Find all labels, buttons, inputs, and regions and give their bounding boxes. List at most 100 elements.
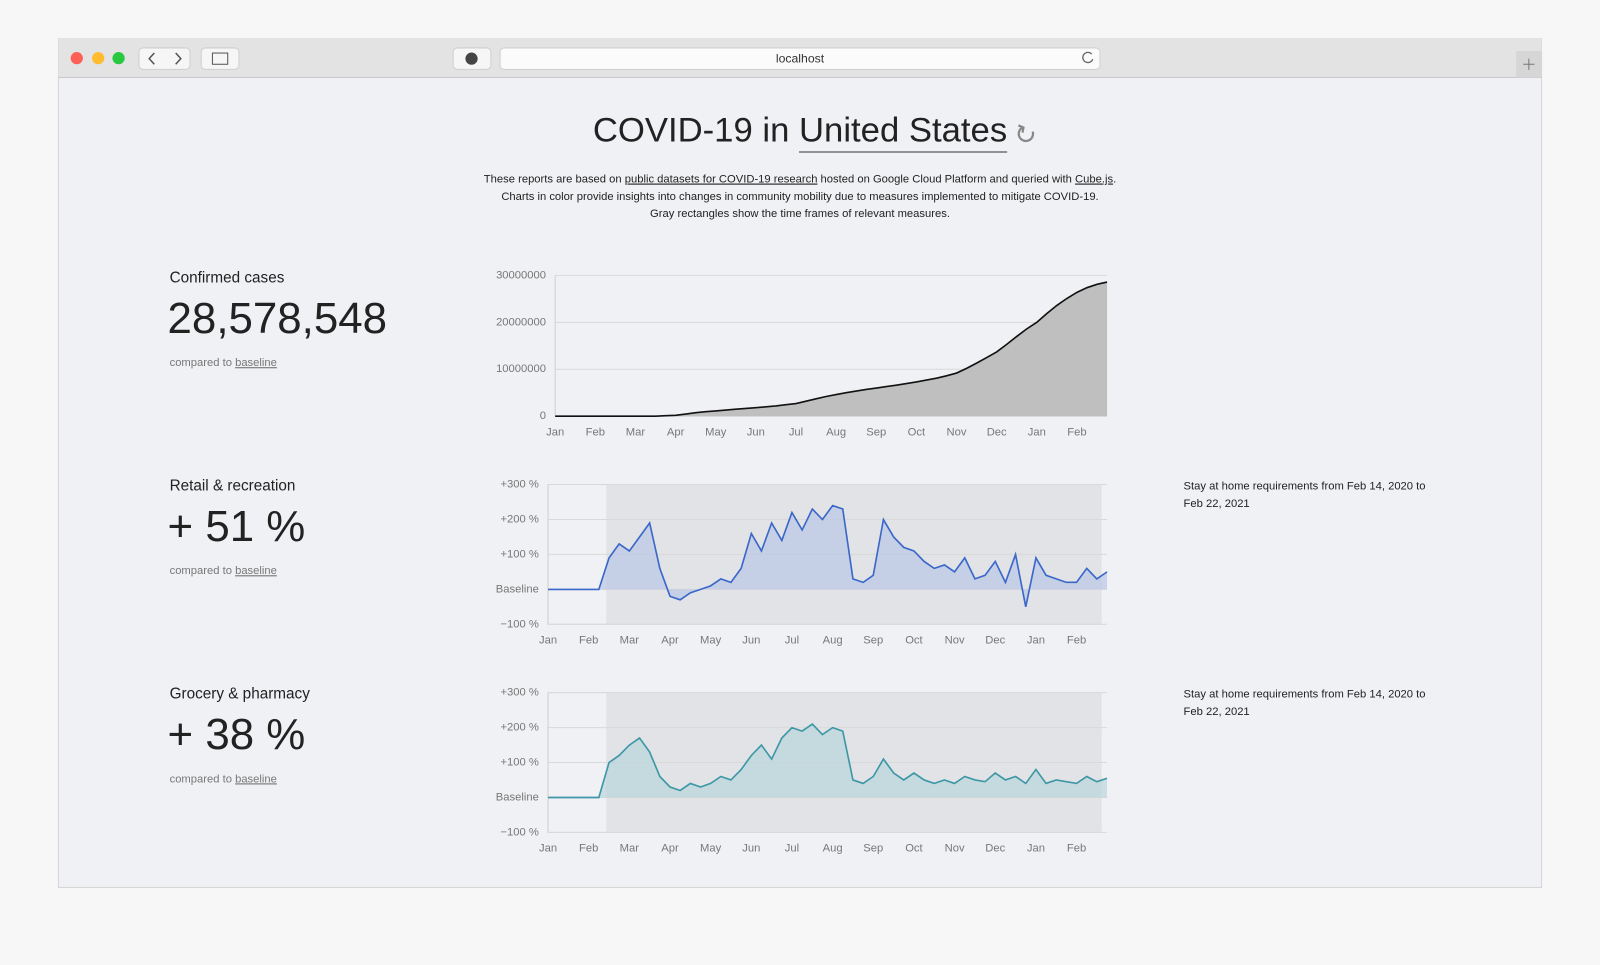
y-tick-label: +200 % [500, 513, 538, 525]
panel-label: Grocery & pharmacy [170, 686, 311, 703]
measure-note: Stay at home requirements from Feb 14, 2… [1184, 481, 1426, 493]
sidebar-button[interactable] [200, 47, 240, 70]
y-tick-label: 20000000 [496, 316, 546, 328]
nav-arrows [148, 52, 182, 65]
measure-note: Feb 22, 2021 [1184, 498, 1250, 510]
baseline-link[interactable]: baseline [235, 357, 277, 369]
reload-icon[interactable] [1082, 51, 1094, 64]
y-tick-label: +300 % [500, 687, 538, 699]
panel-value: + 51 % [168, 502, 306, 551]
y-tick-label: −100 % [500, 826, 538, 838]
x-tick-label: Nov [947, 426, 967, 438]
description-line: Gray rectangles show the time frames of … [650, 208, 950, 220]
reset-icon[interactable] [1017, 124, 1035, 143]
measure-note: Stay at home requirements from Feb 14, 2… [1184, 689, 1426, 701]
x-tick-label: Feb [586, 426, 605, 438]
x-tick-label: Sep [863, 843, 883, 855]
x-tick-label: Jun [742, 635, 760, 647]
y-tick-label: 0 [540, 410, 546, 422]
extension-icon [465, 52, 478, 65]
baseline-link[interactable]: baseline [235, 565, 277, 577]
description-text: . [1113, 174, 1116, 186]
description-line: Charts in color provide insights into ch… [501, 191, 1098, 203]
x-tick-label: Dec [985, 843, 1005, 855]
zoom-button[interactable] [112, 52, 125, 65]
panel-value: 28,578,548 [168, 294, 388, 343]
y-tick-label: 30000000 [496, 269, 546, 281]
x-tick-label: Jun [747, 426, 765, 438]
x-tick-label: Jan [539, 635, 557, 647]
country-selector[interactable]: United States [799, 112, 1007, 150]
x-tick-label: Nov [945, 843, 965, 855]
description-text: These reports are based on [484, 174, 625, 186]
title-text: COVID-19 in [593, 112, 790, 150]
note-text: compared to [170, 357, 232, 369]
x-tick-label: Feb [579, 635, 598, 647]
x-tick-label: Apr [667, 426, 685, 438]
y-tick-label: Baseline [496, 583, 539, 595]
url: localhost [776, 51, 825, 65]
x-tick-label: Feb [1067, 426, 1086, 438]
x-tick-label: Feb [579, 843, 598, 855]
area [548, 724, 1108, 798]
x-tick-label: Jun [742, 843, 760, 855]
x-tick-label: Jan [1028, 426, 1046, 438]
address-bar[interactable] [499, 47, 1101, 70]
x-tick-label: Sep [863, 635, 883, 647]
page-title: COVID-19 in United States [593, 112, 1007, 150]
x-tick-label: Jan [1027, 843, 1045, 855]
x-tick-label: Dec [985, 635, 1005, 647]
minimize-button[interactable] [92, 52, 105, 65]
panel-label: Confirmed cases [170, 270, 285, 287]
x-tick-label: Jul [789, 426, 803, 438]
x-tick-label: Aug [823, 843, 843, 855]
y-tick-label: +100 % [500, 548, 538, 560]
y-tick-label: +200 % [500, 722, 538, 734]
x-tick-label: Jan [539, 843, 557, 855]
y-tick-label: −100 % [500, 618, 538, 630]
x-tick-label: Oct [908, 426, 926, 438]
line [548, 504, 1108, 608]
y-tick-label: 10000000 [496, 363, 546, 375]
measure-note: Feb 22, 2021 [1184, 706, 1250, 718]
panel-note: compared to baseline [170, 565, 277, 577]
x-tick-label: May [700, 635, 722, 647]
datasets-link[interactable]: public datasets for COVID-19 research [625, 174, 818, 186]
area [548, 505, 1108, 607]
x-tick-label: Jan [546, 426, 564, 438]
cubejs-link[interactable]: Cube.js [1075, 174, 1113, 186]
x-tick-label: Jul [785, 635, 799, 647]
y-tick-label: +300 % [500, 479, 538, 491]
area [555, 282, 1108, 417]
nav-buttons[interactable] [138, 47, 191, 70]
description-line: These reports are based on public datase… [484, 174, 1116, 186]
y-tick-label: +100 % [500, 756, 538, 768]
x-tick-label: Mar [620, 843, 640, 855]
line [548, 722, 1108, 799]
panel-note: compared to baseline [170, 357, 277, 369]
x-tick-label: Nov [945, 635, 965, 647]
panel-value: + 38 % [168, 710, 306, 759]
x-tick-label: Dec [987, 426, 1007, 438]
x-tick-label: Feb [1067, 635, 1086, 647]
x-tick-label: Apr [661, 843, 679, 855]
x-tick-label: May [705, 426, 727, 438]
x-tick-label: Oct [905, 635, 923, 647]
x-tick-label: Jan [1027, 635, 1045, 647]
baseline-link[interactable]: baseline [235, 773, 277, 785]
x-tick-label: Aug [826, 426, 846, 438]
x-tick-label: Feb [1067, 843, 1086, 855]
panel-label: Retail & recreation [170, 478, 296, 495]
description-text: hosted on Google Cloud Platform and quer… [817, 174, 1075, 186]
x-tick-label: Mar [626, 426, 646, 438]
x-tick-label: Jul [785, 843, 799, 855]
note-text: compared to [170, 565, 232, 577]
x-tick-label: Aug [823, 635, 843, 647]
x-tick-label: Apr [661, 635, 679, 647]
x-tick-label: Sep [866, 426, 886, 438]
plus-icon [1523, 58, 1535, 70]
close-button[interactable] [70, 52, 83, 65]
x-tick-label: Oct [905, 843, 923, 855]
